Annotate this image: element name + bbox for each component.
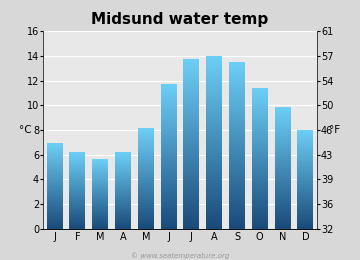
Y-axis label: °C: °C [19,125,32,135]
Y-axis label: °F: °F [329,125,341,135]
Title: Midsund water temp: Midsund water temp [91,12,269,27]
Text: © www.seatemperature.org: © www.seatemperature.org [131,252,229,259]
